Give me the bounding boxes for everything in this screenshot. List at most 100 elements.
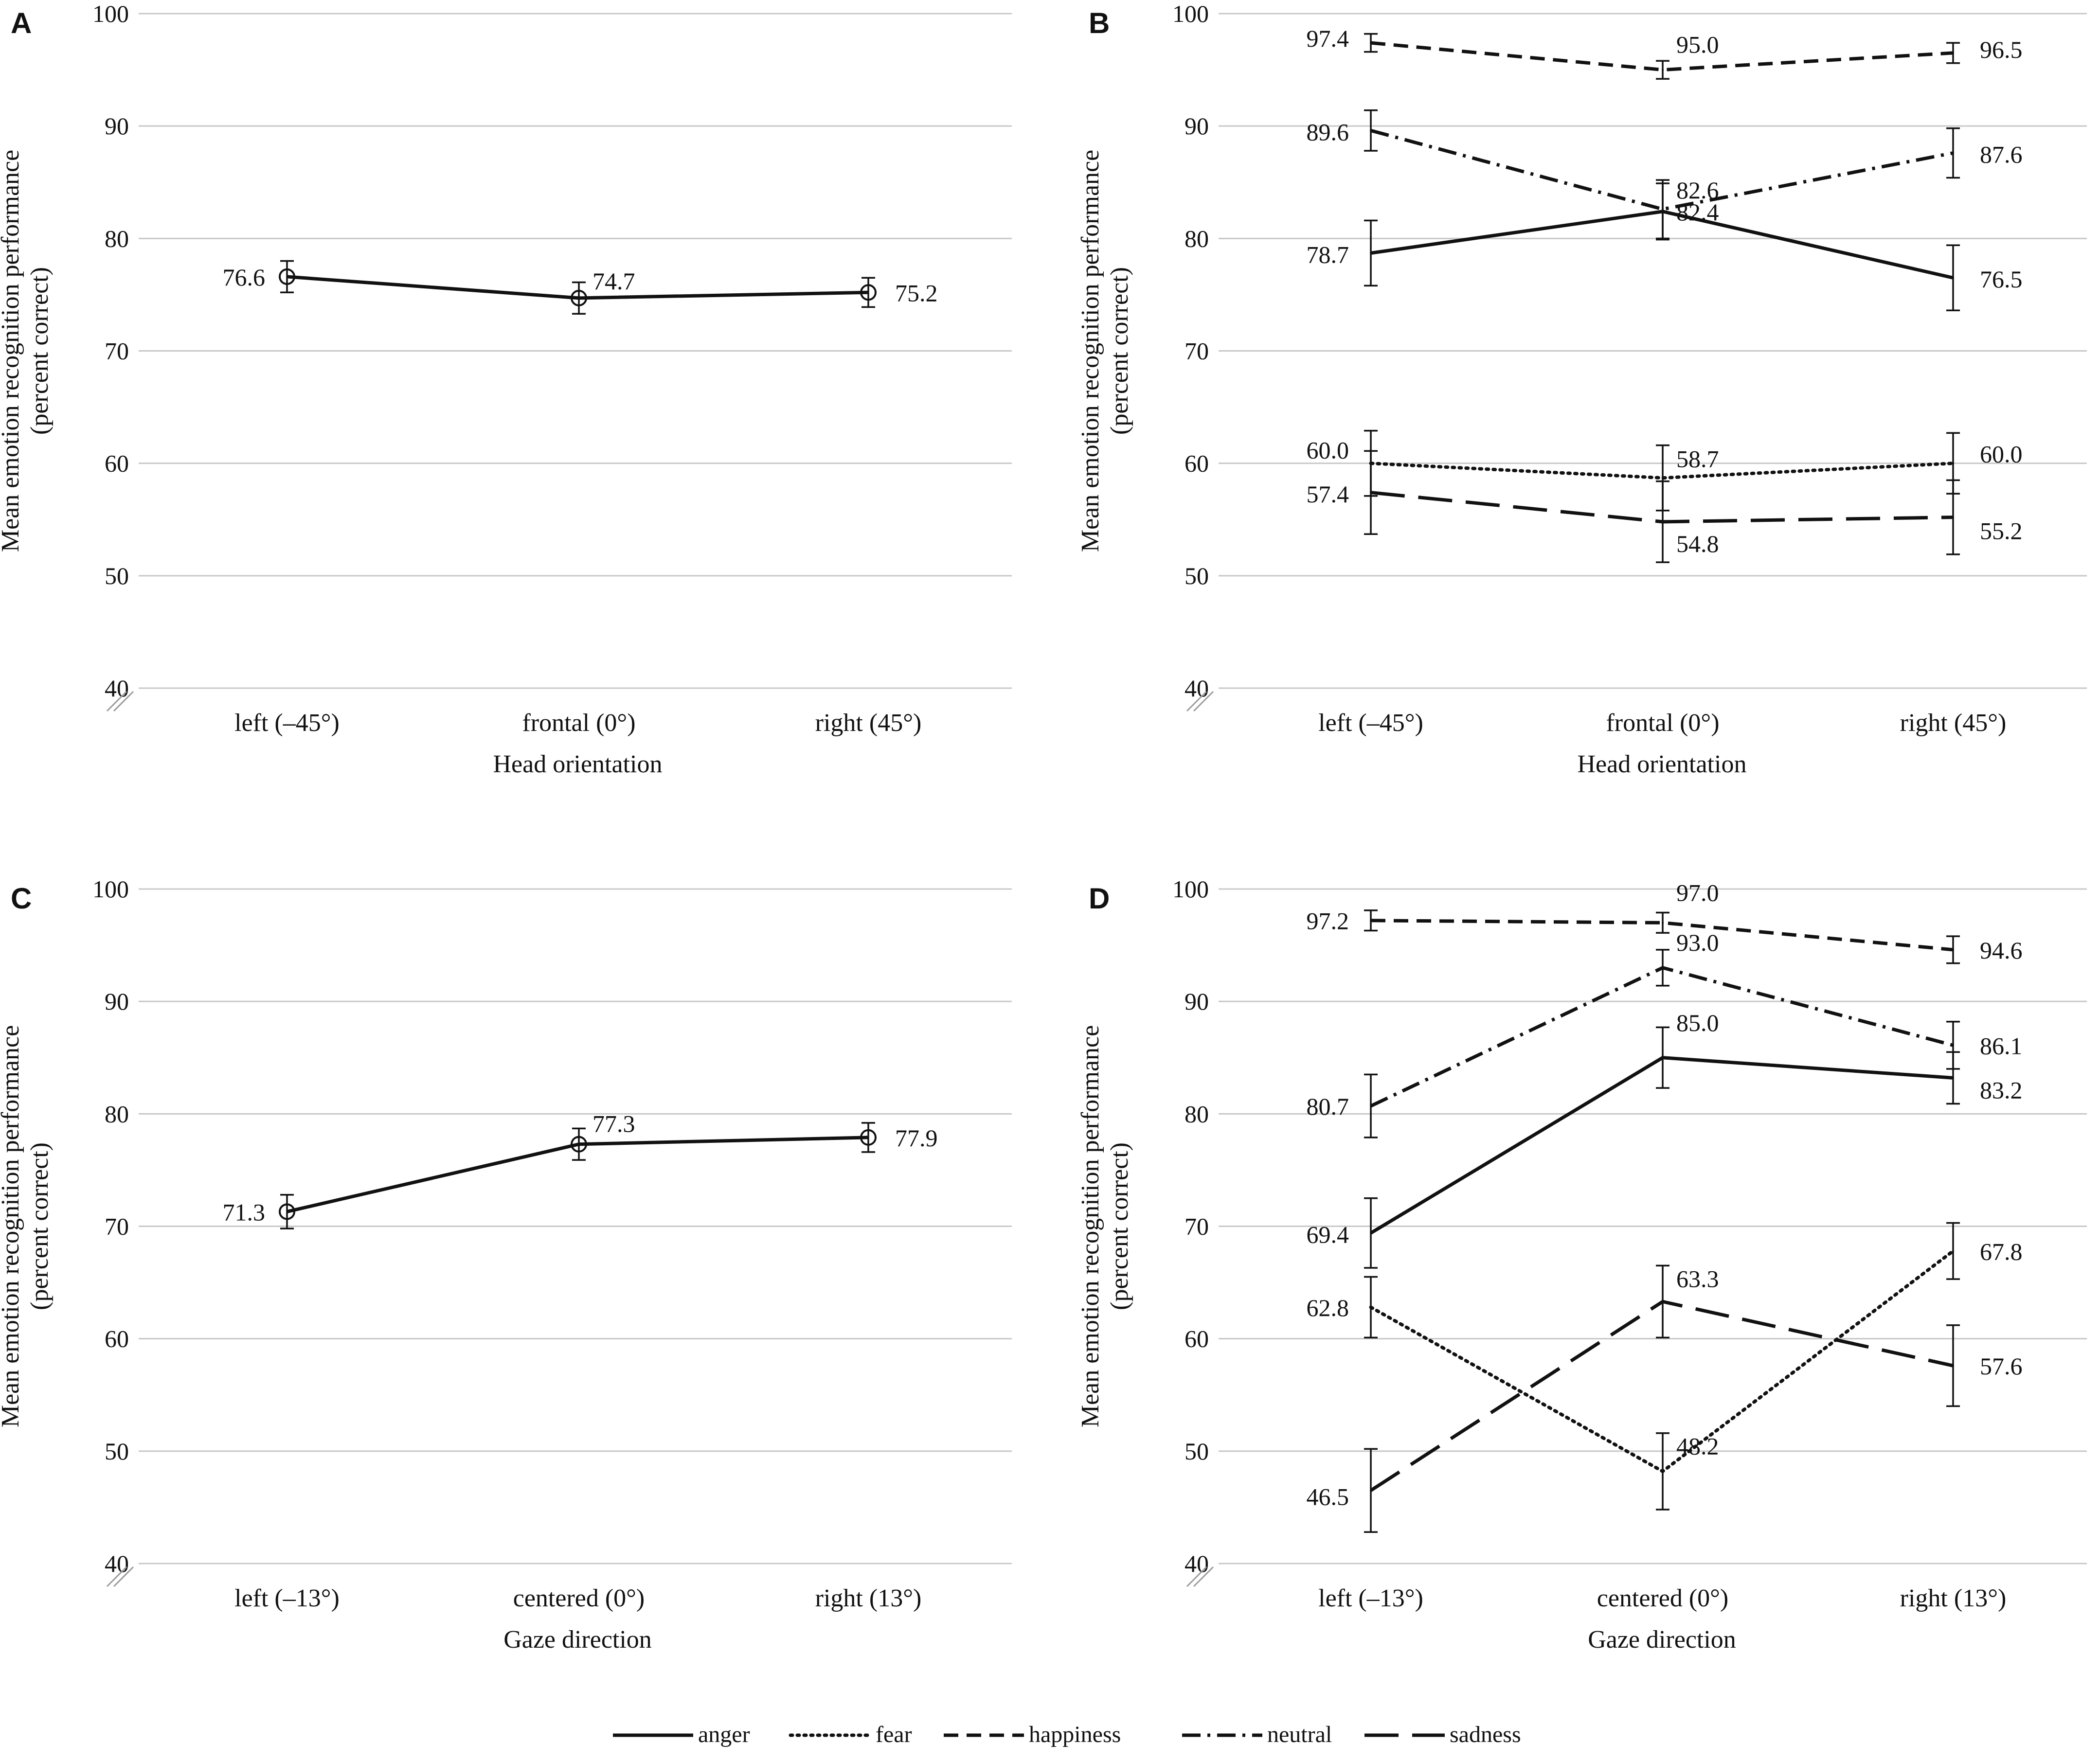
series-line-overall	[287, 275, 869, 300]
panel-d: D 40 50 60 70 80 90 100 left (–13°) centered (0°)…	[1077, 875, 2087, 1654]
data-label: 89.6	[1307, 118, 1349, 145]
data-label: 76.5	[1980, 266, 2023, 293]
data-label: 69.4	[1307, 1221, 1349, 1248]
data-point	[1662, 1300, 1664, 1303]
data-label: 58.7	[1676, 445, 1719, 473]
data-point	[1662, 1470, 1664, 1473]
y-axis-title: Mean emotion recognition performance(per…	[0, 1025, 54, 1427]
legend-label: happiness	[1029, 1722, 1121, 1747]
data-label: 85.0	[1676, 1009, 1719, 1036]
y-tick-label: 70	[105, 338, 129, 365]
y-tick-label: 100	[92, 875, 129, 903]
data-point	[1662, 520, 1664, 523]
data-label: 82.4	[1676, 198, 1719, 226]
y-tick-label: 80	[105, 1100, 129, 1127]
data-label: 74.7	[592, 267, 635, 295]
legend-item-sadness: sadness	[1364, 1722, 1521, 1747]
legend-item-happiness: happiness	[944, 1722, 1121, 1747]
legend-item-anger: anger	[613, 1722, 750, 1747]
y-tick-label: 60	[105, 450, 129, 477]
data-point	[1662, 208, 1664, 211]
data-label: 77.9	[895, 1124, 938, 1152]
panel-letter: D	[1089, 882, 1110, 915]
data-label: 83.2	[1980, 1076, 2023, 1103]
y-axis-title-line: Mean emotion recognition performance	[0, 150, 24, 552]
data-label: 77.3	[592, 1110, 635, 1138]
y-axis-title-line: Mean emotion recognition performance	[0, 1025, 24, 1427]
panel-b: B 40 50 60 70 80 90 100 left (–45°) frontal (0°) r…	[1077, 0, 2087, 778]
data-point	[1662, 69, 1664, 71]
panel-letter: B	[1089, 7, 1110, 39]
y-axis-title-line: (percent correct)	[1106, 1142, 1133, 1310]
x-tick-label: centered (0°)	[513, 1584, 645, 1612]
y-tick-label: 80	[1185, 1100, 1209, 1127]
data-label: 75.2	[895, 279, 938, 306]
data-label: 95.0	[1676, 31, 1719, 58]
data-label: 55.2	[1980, 517, 2023, 545]
y-tick-label: 90	[1185, 112, 1209, 140]
series-fear: 60.0 58.7 60.0	[1307, 429, 2023, 512]
data-point	[279, 1203, 295, 1220]
y-tick-label: 50	[1185, 562, 1209, 589]
series-anger: 69.4 85.0 83.2	[1307, 1009, 2023, 1269]
data-label: 67.8	[1980, 1238, 2023, 1265]
y-tick-label: 80	[105, 225, 129, 252]
data-point	[571, 289, 587, 306]
data-point	[1370, 1306, 1372, 1308]
y-tick-label: 70	[105, 1213, 129, 1240]
data-label: 96.5	[1980, 36, 2023, 63]
series-sadness: 46.5 63.3 57.6	[1307, 1264, 2023, 1533]
data-point	[1370, 252, 1372, 254]
x-axis-title: Head orientation	[493, 750, 663, 778]
y-tick-label: 90	[1185, 988, 1209, 1015]
data-point	[1662, 922, 1664, 924]
y-tick-label: 80	[1185, 225, 1209, 252]
y-tick-label: 60	[1185, 450, 1209, 477]
panel-c: C 40 50 60 70 80 90 100 left (–13°) centered (0°)…	[0, 875, 1012, 1654]
series-happiness: 97.4 95.0 96.5	[1307, 25, 2023, 80]
x-axis-title: Head orientation	[1578, 750, 1747, 778]
x-tick-label: left (–45°)	[1318, 709, 1423, 737]
data-point	[571, 1136, 587, 1153]
data-point	[1662, 1056, 1664, 1059]
legend-label: sadness	[1450, 1722, 1521, 1747]
data-label: 54.8	[1676, 530, 1719, 557]
y-tick-label: 40	[1185, 1550, 1209, 1577]
y-tick-label: 60	[105, 1325, 129, 1352]
data-point	[1370, 42, 1372, 44]
series-overall: 71.3 77.3 77.9	[223, 1110, 938, 1229]
legend-label: fear	[876, 1722, 912, 1747]
data-point	[1952, 52, 1954, 54]
axis-break-mark	[1186, 1566, 1207, 1587]
data-label: 82.6	[1676, 177, 1719, 204]
legend-item-fear: fear	[789, 1722, 912, 1747]
axis-break-mark	[113, 691, 134, 712]
x-tick-label: right (45°)	[815, 709, 922, 737]
x-axis-title: Gaze direction	[1588, 1626, 1736, 1654]
data-label: 48.2	[1676, 1432, 1719, 1459]
data-label: 46.5	[1307, 1483, 1349, 1511]
data-label: 94.6	[1980, 937, 2023, 964]
axis-break-mark	[106, 691, 127, 712]
data-point	[1952, 1250, 1954, 1252]
series-neutral: 80.7 93.0 86.1	[1307, 929, 2023, 1138]
data-label: 97.4	[1307, 25, 1349, 52]
axis-break-mark	[1193, 1566, 1214, 1587]
y-axis-title-line: Mean emotion recognition performance	[1077, 1025, 1104, 1427]
x-tick-label: right (13°)	[1900, 1584, 2007, 1612]
data-point	[279, 268, 295, 285]
data-label: 71.3	[223, 1198, 266, 1226]
data-point	[1662, 477, 1664, 479]
panel-a: A 40 50 60 70 80 90 100 left (–45°) frontal (0°) r…	[0, 0, 1012, 778]
data-label: 93.0	[1676, 929, 1719, 956]
data-label: 80.7	[1307, 1093, 1349, 1120]
y-axis-title: Mean emotion recognition performance(per…	[1077, 150, 1133, 552]
data-label: 60.0	[1980, 441, 2023, 468]
y-axis-title-line: (percent correct)	[26, 1142, 54, 1310]
data-label: 97.2	[1307, 907, 1349, 935]
y-tick-label: 100	[92, 0, 129, 27]
data-point	[1370, 129, 1372, 132]
data-point	[1952, 1365, 1954, 1367]
panel-letter: A	[11, 7, 32, 39]
